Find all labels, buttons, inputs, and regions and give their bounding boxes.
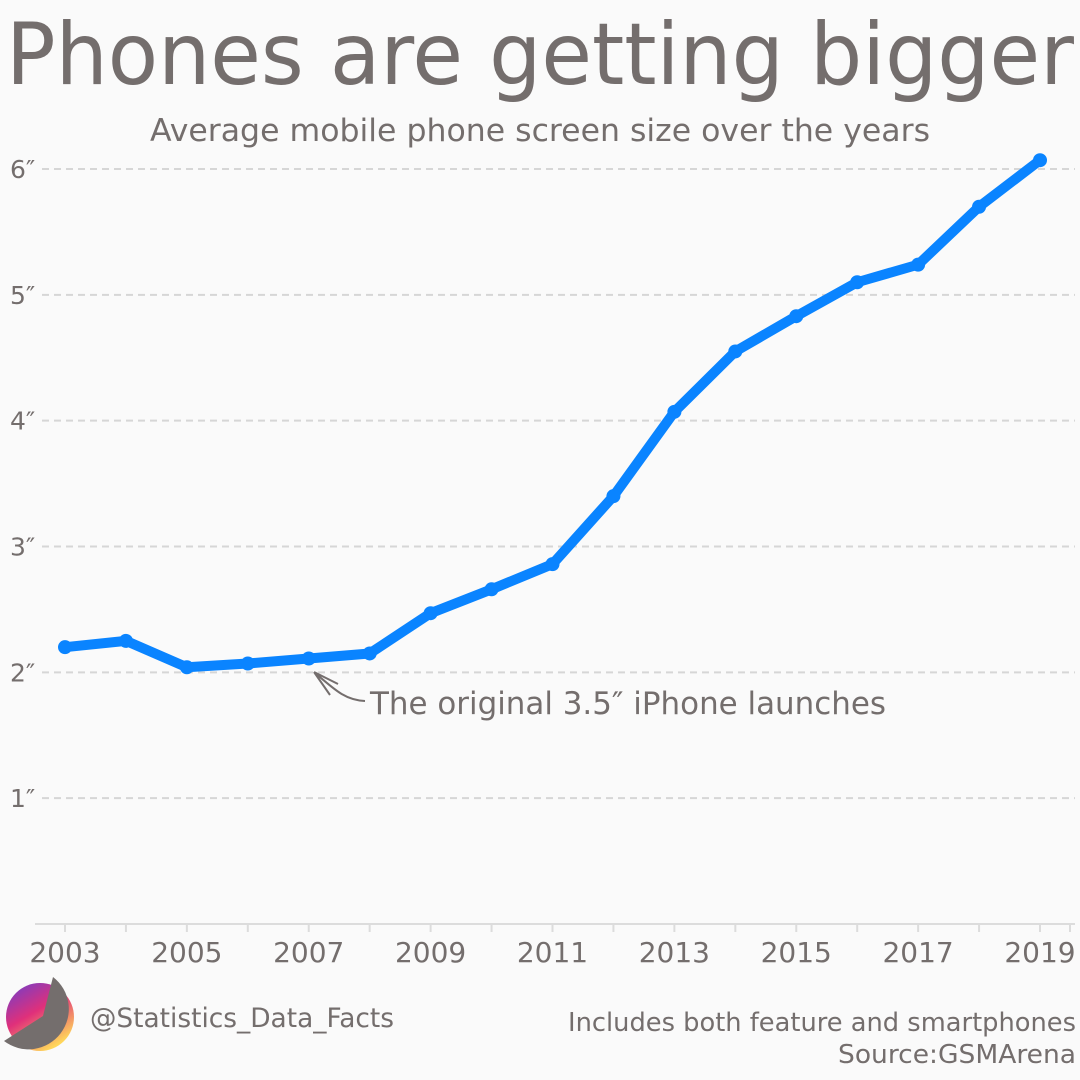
data-point [850, 275, 865, 290]
data-point [1033, 153, 1047, 168]
footnote: Includes both feature and smartphones [568, 1008, 1076, 1038]
data-point [118, 633, 133, 648]
data-point [606, 489, 621, 504]
annotation-text: The original 3.5″ iPhone launches [369, 686, 886, 722]
chart-title: Phones are getting bigger [6, 5, 1075, 105]
chart-subtitle: Average mobile phone screen size over th… [150, 113, 930, 149]
x-tick-label: 2003 [29, 936, 100, 969]
logo [4, 977, 74, 1051]
y-tick-label: 1″ [10, 784, 35, 813]
data-point [728, 344, 743, 359]
data-point [58, 640, 72, 655]
y-tick-label: 6″ [10, 155, 35, 184]
data-point [667, 404, 682, 419]
x-tick-label: 2007 [273, 936, 344, 969]
series [58, 153, 1047, 675]
series-line [60, 155, 1045, 673]
social-handle: @Statistics_Data_Facts [90, 1003, 394, 1034]
data-point [301, 651, 316, 666]
data-point [545, 557, 560, 572]
data-point [179, 660, 194, 675]
data-point [423, 606, 438, 621]
logo-pie-slice [4, 977, 69, 1050]
x-tick-label: 2019 [1004, 936, 1075, 969]
x-tick-label: 2017 [882, 936, 953, 969]
data-point [789, 309, 804, 324]
y-tick-label: 4″ [10, 407, 35, 436]
x-axis: 2003 2005 2007 2009 2011 2013 2015 2017 2019 [29, 923, 1076, 969]
x-tick-label: 2013 [639, 936, 710, 969]
grid: 1″ 2″ 3″ 4″ 5″ 6″ [10, 155, 1075, 813]
y-tick-label: 5″ [10, 281, 35, 310]
y-tick-label: 3″ [10, 533, 35, 562]
x-tick-label: 2009 [395, 936, 466, 969]
x-tick-label: 2015 [761, 936, 832, 969]
data-point [972, 199, 987, 214]
x-tick-label: 2011 [517, 936, 588, 969]
data-point [362, 646, 377, 661]
source: Source:GSMArena [838, 1040, 1076, 1070]
annotation-arrow [313, 671, 366, 702]
data-point [240, 656, 255, 671]
y-tick-label: 2″ [10, 658, 35, 687]
data-point [911, 257, 926, 272]
data-point [484, 582, 499, 597]
annotation: The original 3.5″ iPhone launches [313, 671, 886, 722]
x-tick-label: 2005 [151, 936, 222, 969]
